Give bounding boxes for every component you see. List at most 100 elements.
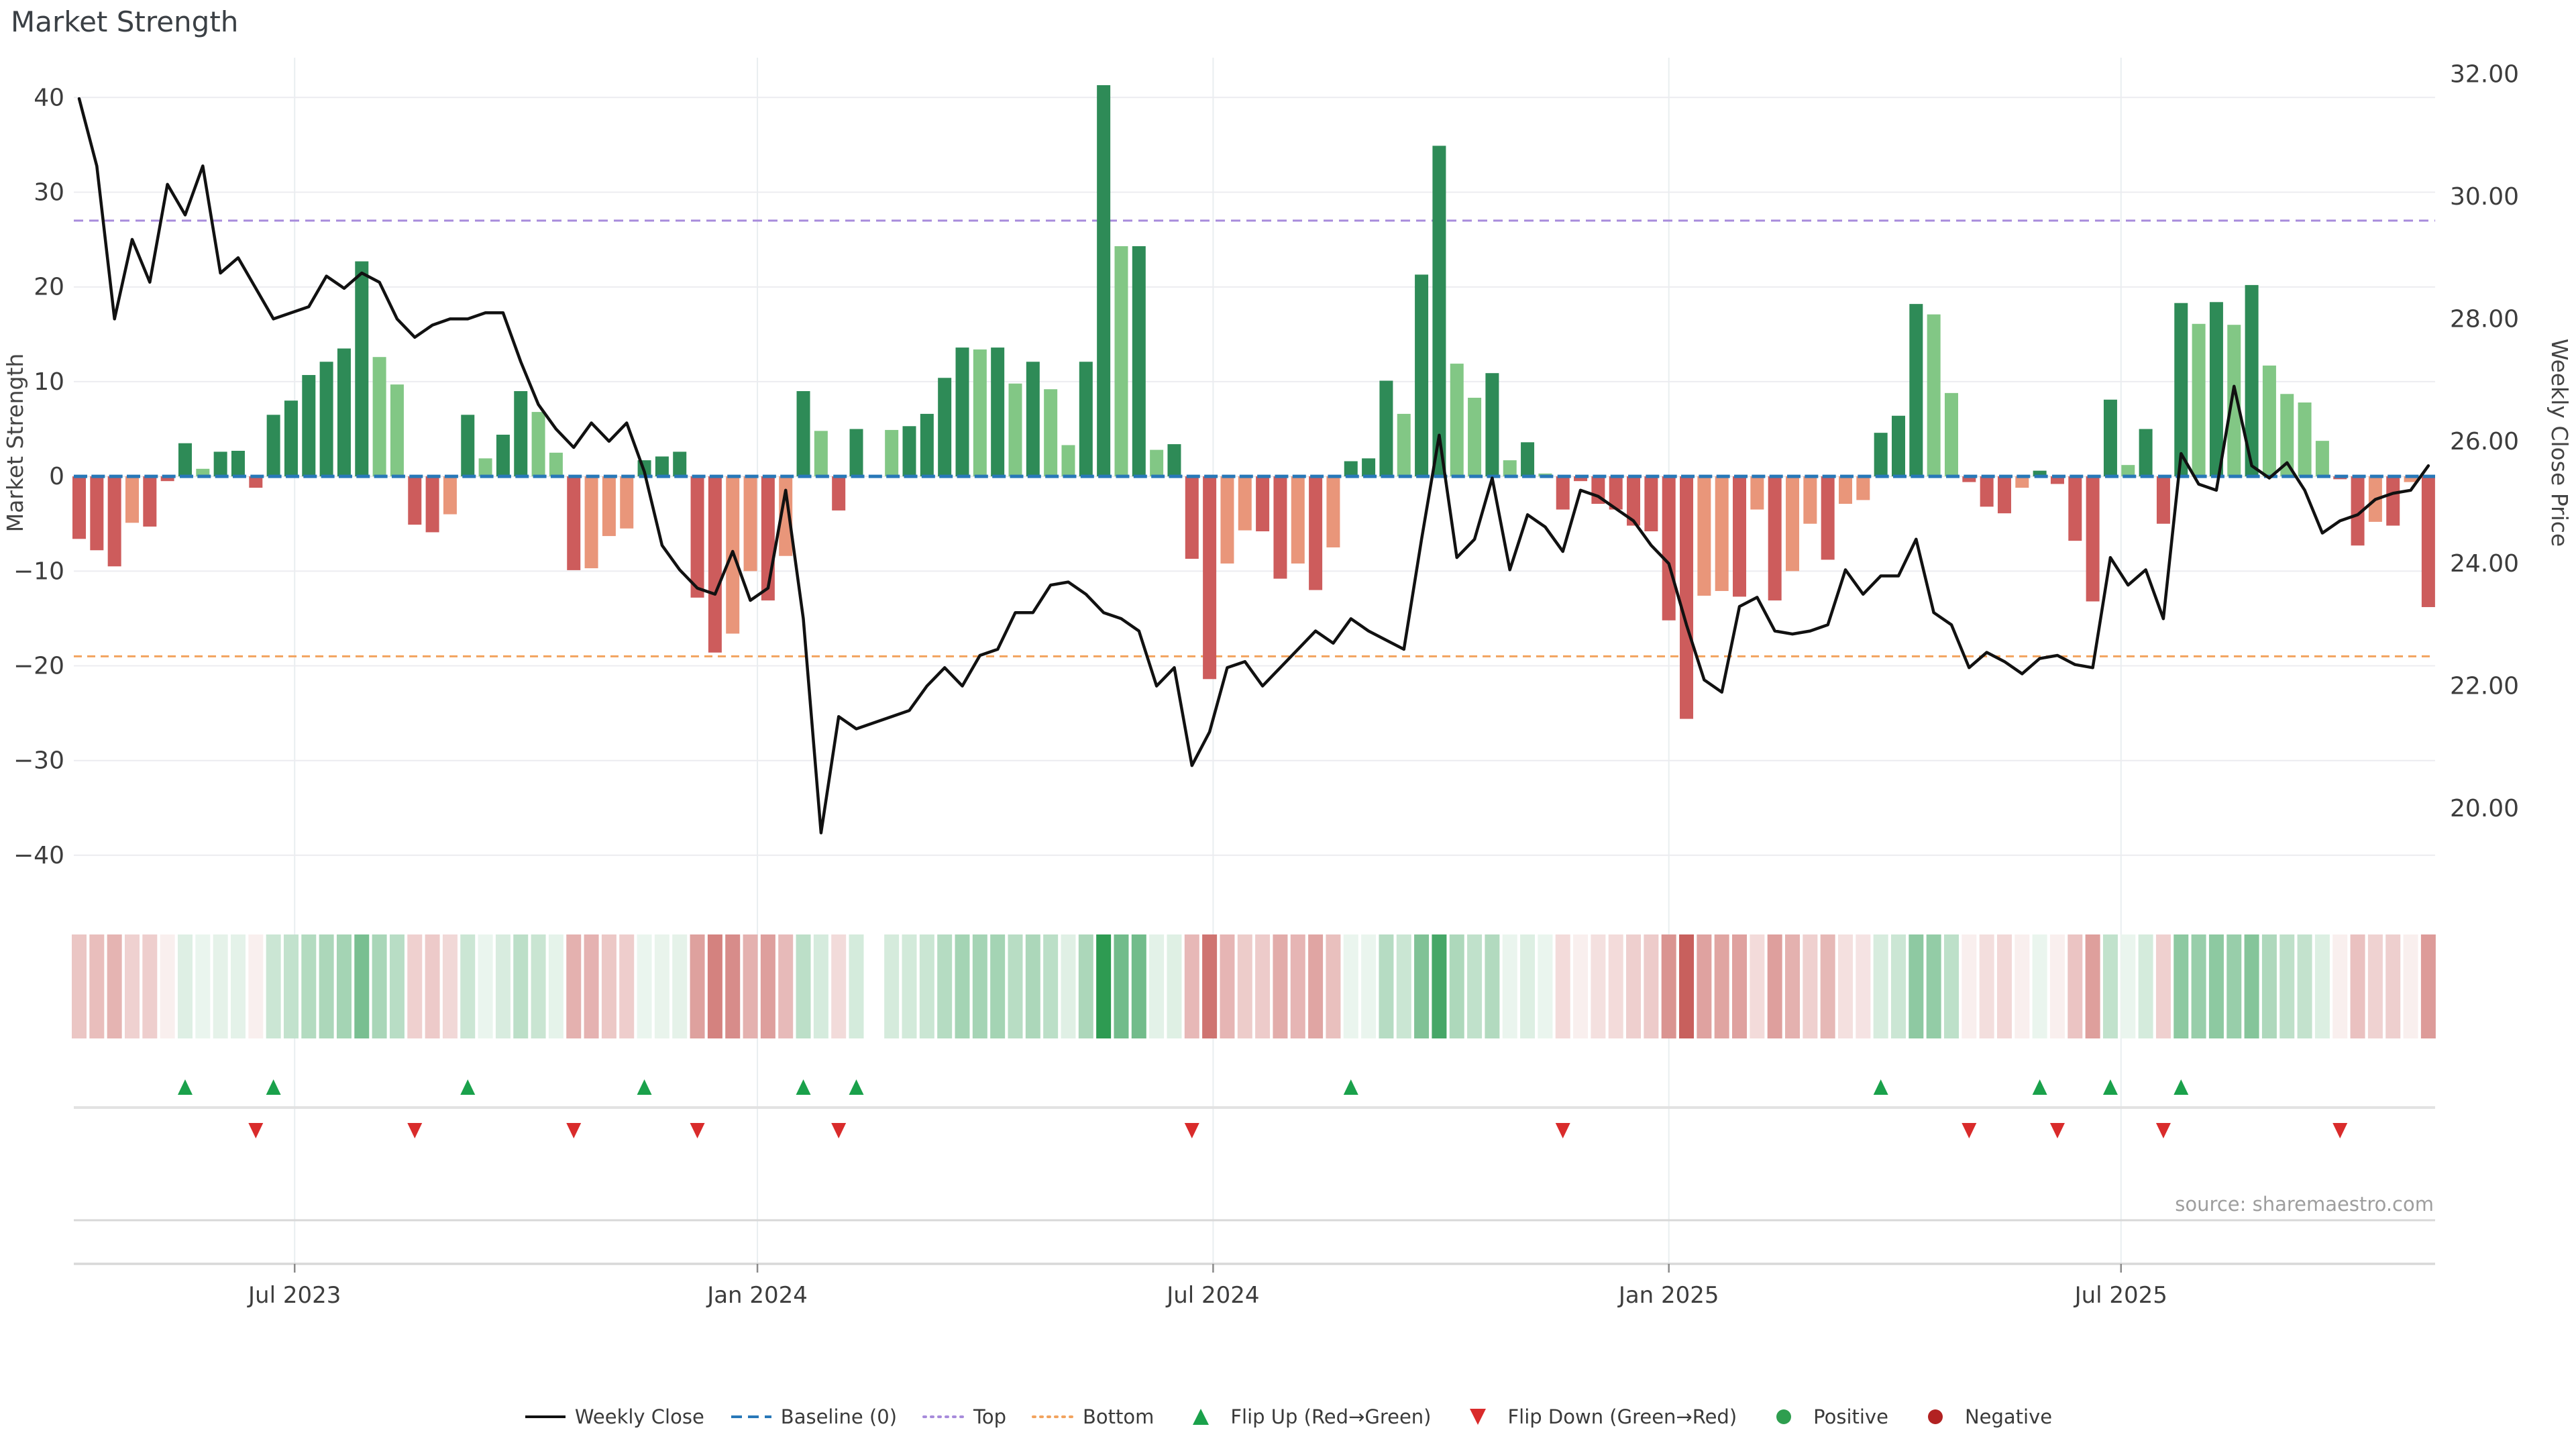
heatmap-cell [2032,934,2047,1038]
strength-bar [832,476,846,511]
strength-bar [1521,442,1535,477]
heatmap-cell [1608,934,1623,1038]
strength-bar [902,426,916,477]
strength-bar [796,391,810,477]
heatmap-cell [1909,934,1924,1038]
heatmap-cell [1078,934,1093,1038]
flip-down-marker [1962,1123,1977,1138]
strength-bar [1468,397,1482,477]
strength-bar [655,456,669,477]
strength-bar [602,476,616,537]
strength-bar [213,451,227,477]
heatmap-cell [1538,934,1553,1038]
left-tick-label: 40 [34,84,64,111]
heatmap-cell [195,934,211,1038]
heatmap-cell [1255,934,1271,1038]
strength-bar [1044,389,1058,477]
left-tick-label: 20 [34,274,64,301]
heatmap-cell [1202,934,1218,1038]
x-tick-label: Jul 2024 [1165,1282,1259,1309]
strength-bars [72,85,2435,719]
strength-bar [1750,476,1764,510]
legend-label: Bottom [1082,1405,1155,1428]
heatmap-cell [1661,934,1676,1038]
heatmap-cell [1414,934,1430,1038]
heatmap-cell [1043,934,1059,1038]
heatmap-cell [1573,934,1589,1038]
heatmap-cell [2068,934,2083,1038]
strength-bar [1856,476,1870,500]
x-axis: Jul 2023 Jan 2024 Jul 2024 Jan 2025 Jul 2025 [247,1264,2167,1309]
heatmap-cell [495,934,511,1038]
heatmap-cell [2350,934,2365,1038]
flip-down-marker [566,1123,582,1138]
flip-up-marker [2032,1079,2047,1095]
heatmap-cell [1485,934,1500,1038]
heatmap-cell [619,934,635,1038]
heatmap-cell [2420,934,2436,1038]
strength-bar [1132,246,1146,477]
heatmap-cell [2085,934,2100,1038]
heatmap-cell [1732,934,1748,1038]
strength-bar [2139,429,2153,477]
strength-bar [1697,476,1711,596]
heatmap-strip [72,934,2436,1038]
heatmap-cell [2208,934,2224,1038]
flip-down-marker [1555,1123,1570,1138]
flip-up-marker [177,1079,193,1095]
strength-bar [531,412,545,477]
heatmap-cell [1114,934,1129,1038]
heatmap-cell [1167,934,1182,1038]
heatmap-cell [813,934,828,1038]
heatmap-cell [1767,934,1782,1038]
strength-bar [2315,441,2329,477]
flip-down-marker [2332,1123,2348,1138]
flip-up-marker [2174,1079,2189,1095]
strength-bar [885,429,899,477]
strength-bar [2192,323,2206,477]
legend-label: Positive [1813,1405,1888,1428]
strength-bar [2033,470,2047,477]
strength-bar [938,378,952,477]
heatmap-cell [1679,934,1695,1038]
heatmap-cell [1750,934,1765,1038]
legend-label: Flip Up (Red→Green) [1230,1405,1432,1428]
heatmap-cell [1008,934,1023,1038]
heatmap-cell [1131,934,1146,1038]
heatmap-cell [1361,934,1377,1038]
heatmap-cell [319,934,334,1038]
heatmap-cell [2102,934,2118,1038]
strength-bar [1786,476,1800,572]
strength-bar [266,415,280,477]
heatmap-cell [230,934,246,1038]
heatmap-cell [584,934,599,1038]
heatmap-cell [601,934,616,1038]
strength-bar [1415,274,1429,477]
flip-up-marker [849,1079,864,1095]
x-tick-label: Jan 2025 [1617,1282,1719,1309]
strength-bar [1839,476,1852,504]
heatmap-cell [548,934,564,1038]
strength-bar [125,476,139,523]
legend-label: Weekly Close [574,1405,704,1428]
strength-bar [1874,433,1888,477]
strength-bar [708,476,722,653]
right-tick-label: 28.00 [2450,305,2519,333]
heatmap-cell [2332,934,2348,1038]
strength-bar [1768,476,1782,601]
strength-bar [2068,476,2082,541]
flip-down-marker [831,1123,847,1138]
legend-item-weekly-close: Weekly Close [524,1405,704,1429]
strength-bar [2174,303,2188,477]
heatmap-cell [760,934,775,1038]
strength-bar [2404,476,2418,482]
legend-label: Top [973,1405,1006,1428]
strength-bar [1397,413,1411,477]
strength-bar [1944,392,1958,477]
flip-down-triangle-icon [1470,1409,1487,1425]
x-tick-label: Jul 2023 [247,1282,341,1309]
heatmap-cell [2138,934,2153,1038]
heatmap-cell [177,934,193,1038]
strength-bar [1927,314,1941,477]
heatmap-cell [1343,934,1358,1038]
